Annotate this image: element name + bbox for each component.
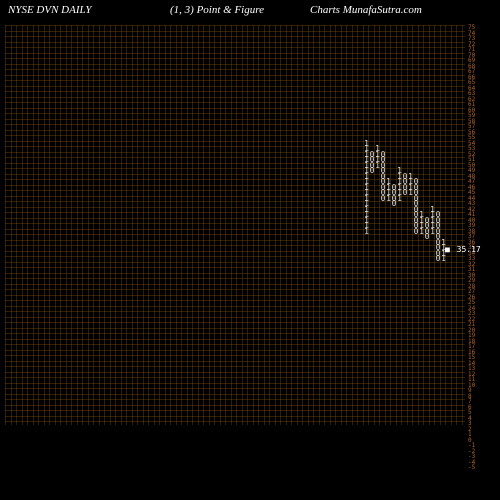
source-label: Charts MunafaSutra.com (310, 4, 422, 16)
ticker-label: NYSE DVN DAILY (8, 4, 92, 16)
current-price-marker: 35.17 (445, 245, 481, 254)
grid-lines (5, 25, 465, 425)
chart-grid: 1111111111111111100001111000000000111100… (5, 25, 465, 425)
chart-type-label: (1, 3) Point & Figure (170, 4, 264, 16)
